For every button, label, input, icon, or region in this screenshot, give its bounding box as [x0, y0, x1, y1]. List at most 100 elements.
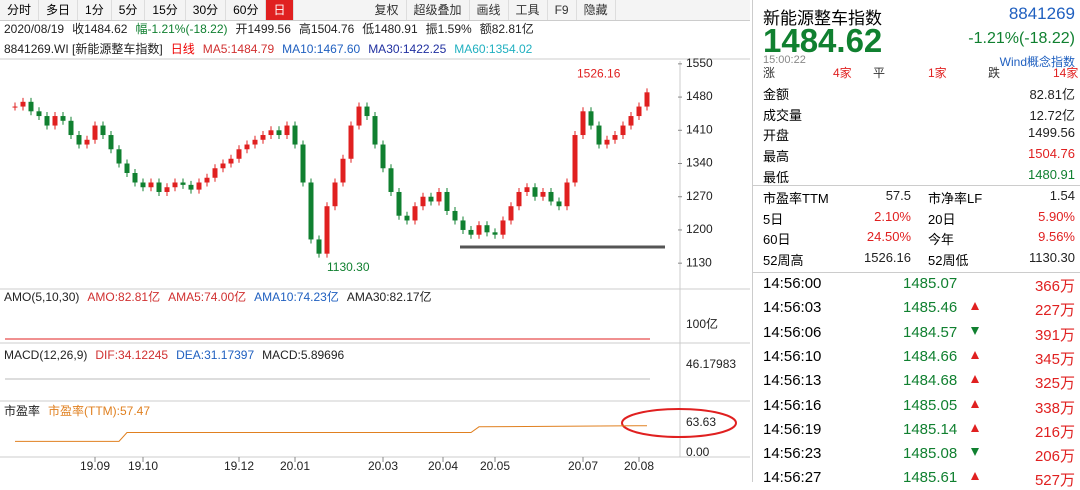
tool-button[interactable]: F9	[548, 0, 577, 20]
trade-arrow	[971, 326, 979, 335]
x-tick-label: 20.01	[280, 459, 310, 473]
candle	[444, 191, 450, 211]
row-value: 12.72亿	[1029, 107, 1075, 123]
breadth: 跌	[988, 66, 1001, 80]
candle	[612, 135, 618, 140]
info-item: 高1504.76	[299, 21, 355, 36]
x-tick-label: 19.09	[80, 459, 110, 473]
grid-label: 今年	[928, 232, 955, 248]
trade-price: 1485.07	[903, 275, 958, 292]
tool-button[interactable]: 工具	[509, 0, 548, 20]
candle	[412, 206, 418, 221]
row-label: 最低	[763, 169, 790, 185]
chart: 2020/08/19 收1484.62 幅-1.21%(-18.22) 开1499.5…	[0, 21, 750, 473]
quote-tag[interactable]: Wind概念指数	[999, 55, 1075, 69]
row-label: 成交量	[763, 107, 803, 123]
candle	[300, 144, 306, 183]
candle	[396, 191, 402, 216]
grid-value: 2.10%	[874, 208, 911, 224]
axis-label: 100亿	[686, 316, 718, 331]
candle	[620, 125, 626, 136]
candle	[628, 116, 634, 126]
trade-arrow	[971, 423, 979, 432]
axis-label: 63.63	[686, 415, 716, 429]
candle	[524, 187, 530, 192]
tool-button[interactable]: 超级叠加	[407, 0, 470, 20]
high-label: 1526.16	[577, 66, 621, 80]
info-item: 额82.81亿	[480, 21, 534, 36]
legend-item: MA10:1467.60	[282, 42, 360, 56]
trade-arrow	[971, 448, 979, 457]
trade-time: 14:56:10	[763, 347, 822, 365]
candle	[84, 139, 90, 145]
grid-label: 市盈率TTM	[763, 191, 829, 206]
quote-change: -1.21%(-18.22)	[968, 30, 1075, 47]
quote-panel: 新能源整车指数 8841269 1484.62 -1.21%(-18.22) 15:00…	[752, 0, 1080, 489]
x-tick-label: 20.04	[428, 459, 458, 473]
candle	[292, 125, 298, 145]
candle	[372, 116, 378, 145]
trade-arrow	[971, 350, 979, 359]
panel-label: DEA:31.17397	[176, 348, 254, 362]
trade-price: 1485.08	[903, 445, 958, 463]
candle	[428, 196, 434, 202]
row-value: 1480.91	[1028, 166, 1075, 182]
tab[interactable]: 60分	[226, 0, 267, 20]
pe-line	[15, 425, 648, 442]
grid-value: 9.56%	[1038, 229, 1075, 245]
y-tick-label: 1550	[686, 56, 713, 70]
tab[interactable]: 日	[266, 0, 294, 20]
candle	[156, 182, 162, 192]
candle	[108, 135, 114, 150]
tab[interactable]: 5分	[112, 0, 146, 20]
candle	[564, 182, 570, 207]
candle	[604, 139, 610, 145]
tab[interactable]: 15分	[145, 0, 186, 20]
candle	[132, 173, 138, 183]
legend-item: MA30:1422.25	[368, 42, 446, 56]
candle	[548, 191, 554, 202]
x-tick-label: 20.08	[624, 459, 654, 473]
info-item: 低1480.91	[362, 22, 418, 36]
grid-value: 1526.16	[864, 250, 911, 266]
panel-label: AMA30:82.17亿	[347, 289, 432, 304]
candle	[404, 215, 410, 221]
row-value: 1504.76	[1028, 146, 1075, 162]
panel-label: AMA5:74.00亿	[168, 289, 246, 304]
candle	[116, 149, 122, 164]
candle	[540, 191, 546, 197]
trade-time: 14:56:27	[763, 469, 822, 487]
trade-arrow	[971, 399, 979, 408]
trade-price: 1484.57	[903, 323, 958, 341]
info-item: 振1.59%	[426, 22, 472, 36]
tab[interactable]: 30分	[186, 0, 227, 20]
highlight	[621, 408, 737, 438]
trade-volume: 527万	[1034, 472, 1075, 490]
tab[interactable]: 1分	[78, 0, 112, 20]
y-tick-label: 1270	[686, 189, 713, 203]
breadth: 14家	[1053, 66, 1079, 80]
candle	[532, 187, 538, 197]
tool-button[interactable]: 隐藏	[577, 0, 616, 20]
tab[interactable]: 多日	[39, 0, 79, 20]
trade-time: 14:56:03	[763, 299, 822, 317]
grid-value: 5.90%	[1038, 208, 1075, 224]
quote-name: 新能源整车指数	[763, 9, 882, 28]
tab[interactable]: 分时	[0, 0, 40, 20]
trade-price: 1485.61	[903, 469, 958, 487]
candle	[44, 116, 50, 126]
candle	[76, 135, 82, 145]
candle	[124, 163, 130, 173]
trade-price: 1484.68	[903, 372, 958, 390]
grid-label: 52周低	[928, 253, 969, 269]
candle	[436, 191, 442, 202]
tool-button[interactable]: 画线	[470, 0, 509, 20]
quote-price: 1484.62	[763, 22, 883, 59]
y-tick-label: 1200	[686, 222, 713, 236]
trade-arrow	[971, 472, 979, 481]
candle	[196, 182, 202, 190]
candle	[268, 130, 274, 136]
low-label: 1130.30	[327, 260, 370, 274]
tool-button[interactable]: 复权	[368, 0, 407, 20]
candle	[28, 101, 34, 112]
